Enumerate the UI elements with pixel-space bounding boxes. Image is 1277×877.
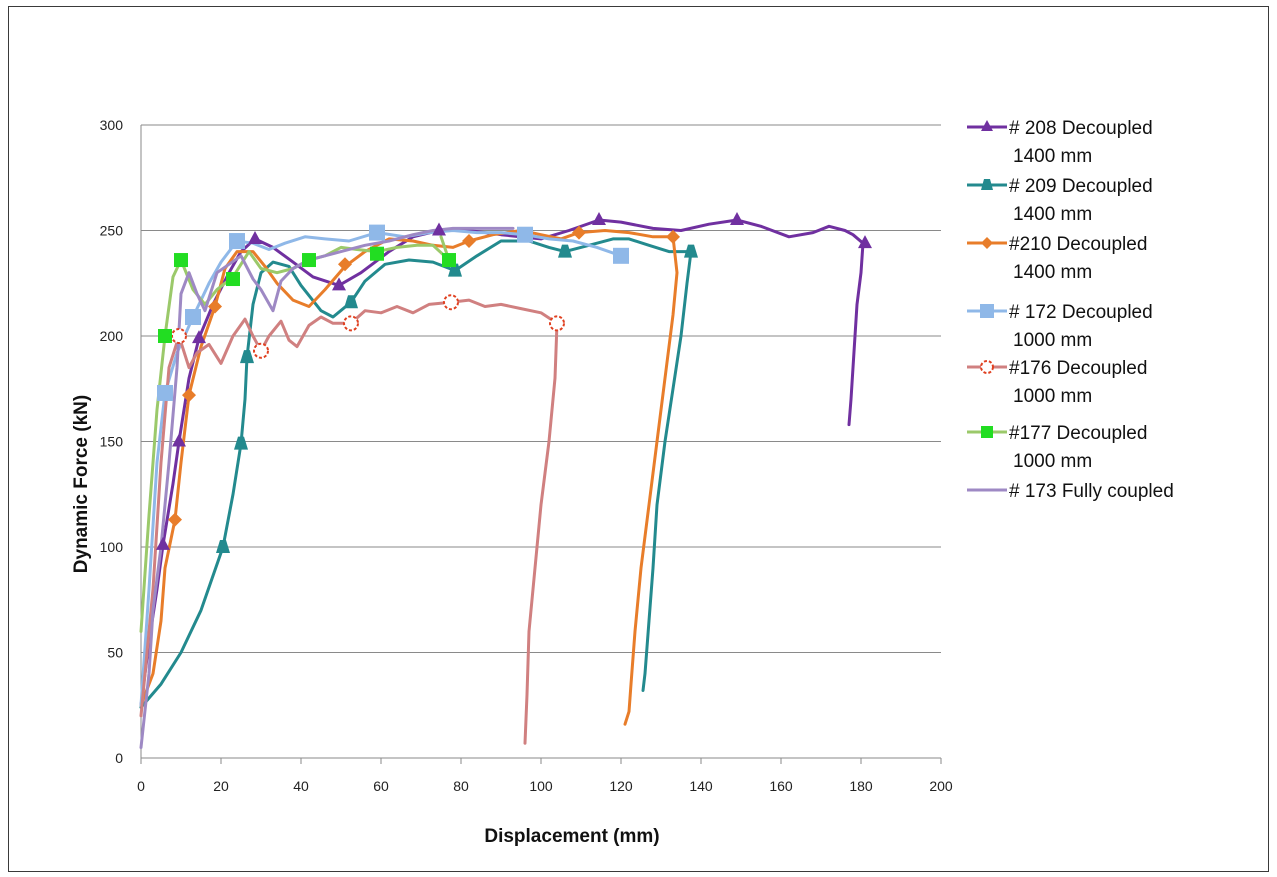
y-tick-labels: 0 50 100 150 200 250 300 [100, 117, 124, 766]
legend-label-1-line-1: # 208 Decoupled [1009, 118, 1153, 139]
series-1-marker-6 [432, 222, 446, 236]
series-4-marker-5 [517, 226, 533, 243]
series-lines [139, 218, 865, 749]
x-tick-40: 40 [293, 778, 309, 794]
legend-label-5-line-1: #176 Decoupled [1009, 358, 1147, 379]
series-markers [156, 211, 872, 553]
x-tick-0: 0 [137, 778, 145, 794]
legend-label-4-line-2: 1000 mm [1013, 330, 1092, 351]
y-tick-100: 100 [100, 539, 124, 555]
legend-label-7-line-1: # 173 Fully coupled [1009, 481, 1174, 502]
series-3-marker-2 [182, 388, 196, 403]
y-tick-150: 150 [100, 434, 124, 450]
series-4-marker-1 [157, 384, 173, 401]
legend: # 208 Decoupled 1400 mm # 209 Decoupled 140… [967, 118, 1174, 502]
series-5-marker-4 [443, 294, 459, 311]
series-3-marker-5 [462, 234, 476, 249]
y-tick-50: 50 [107, 645, 123, 661]
series-6-marker-3 [226, 272, 240, 287]
y-axis-label: Dynamic Force (kN) [71, 395, 92, 573]
x-tick-20: 20 [213, 778, 229, 794]
series-2-marker-6 [558, 244, 572, 258]
legend-label-2-line-1: # 209 Decoupled [1009, 176, 1153, 197]
legend-label-3-line-2: 1400 mm [1013, 262, 1092, 283]
series-1-marker-4 [248, 230, 262, 244]
legend-label-5-line-2: 1000 mm [1013, 386, 1092, 407]
series-3-marker-7 [666, 229, 680, 244]
x-tick-60: 60 [373, 778, 389, 794]
series-2-marker-4 [344, 295, 358, 309]
series-1-marker-9 [858, 235, 872, 249]
series-2-marker-7 [684, 244, 698, 258]
legend-label-1-line-2: 1400 mm [1013, 146, 1092, 167]
series-1-marker-3 [192, 330, 206, 344]
series-3-marker-3 [208, 299, 222, 314]
series-5-marker-5 [549, 315, 565, 332]
series-5-marker-1 [171, 328, 187, 344]
y-tick-0: 0 [115, 750, 123, 766]
legend-marker-5 [980, 360, 994, 374]
chart-frame [8, 6, 1269, 872]
legend-marker-2 [981, 179, 993, 190]
legend-label-6-line-1: #177 Decoupled [1009, 423, 1147, 444]
x-tick-160: 160 [769, 778, 793, 794]
x-tick-120: 120 [609, 778, 633, 794]
series-5-marker-2 [253, 342, 269, 359]
x-tick-180: 180 [849, 778, 873, 794]
x-tick-200: 200 [929, 778, 953, 794]
series-6-marker-2 [174, 253, 188, 268]
series-3-marker-4 [338, 257, 352, 272]
series-2-marker-3 [240, 350, 254, 364]
legend-label-2-line-2: 1400 mm [1013, 204, 1092, 225]
series-line-1 [139, 218, 865, 707]
series-6-marker-5 [370, 246, 384, 261]
series-4-marker-4 [369, 224, 385, 241]
series-4-marker-3 [229, 233, 245, 250]
series-1-marker-1 [156, 536, 170, 550]
series-line-2 [139, 237, 693, 709]
x-tick-140: 140 [689, 778, 713, 794]
series-4-marker-6 [613, 247, 629, 264]
series-1-marker-5 [332, 277, 346, 291]
series-line-7 [139, 226, 515, 749]
grid-lines [141, 124, 941, 653]
series-line-5 [139, 298, 559, 745]
y-tick-250: 250 [100, 223, 124, 239]
series-line-3 [139, 229, 679, 726]
series-3-marker-6 [572, 225, 586, 240]
x-tick-labels: 0 20 40 60 80 100 120 140 160 180 200 [137, 778, 953, 794]
x-axis-label: Displacement (mm) [484, 826, 659, 847]
series-5-marker-3 [343, 315, 359, 332]
series-6-marker-4 [302, 253, 316, 268]
series-1-marker-7 [592, 211, 606, 225]
series-2-marker-2 [234, 436, 248, 450]
series-4-marker-2 [185, 309, 201, 326]
series-2-marker-1 [216, 540, 230, 553]
y-tick-200: 200 [100, 328, 124, 344]
legend-marker-4 [980, 304, 994, 318]
axes [140, 125, 942, 764]
series-6-marker-1 [158, 329, 172, 343]
legend-marker-3 [981, 237, 993, 249]
series-line-6 [139, 235, 451, 633]
legend-label-3-line-1: #210 Decoupled [1009, 234, 1147, 255]
legend-marker-1 [981, 120, 993, 131]
series-6-marker-6 [442, 253, 456, 268]
series-1-marker-2 [172, 433, 186, 447]
legend-marker-6 [981, 426, 993, 438]
x-tick-80: 80 [453, 778, 469, 794]
series-3-marker-1 [168, 512, 182, 527]
legend-label-6-line-2: 1000 mm [1013, 451, 1092, 472]
legend-label-4-line-1: # 172 Decoupled [1009, 302, 1153, 323]
y-tick-300: 300 [100, 117, 124, 133]
x-tick-100: 100 [529, 778, 553, 794]
series-1-marker-8 [730, 211, 744, 225]
